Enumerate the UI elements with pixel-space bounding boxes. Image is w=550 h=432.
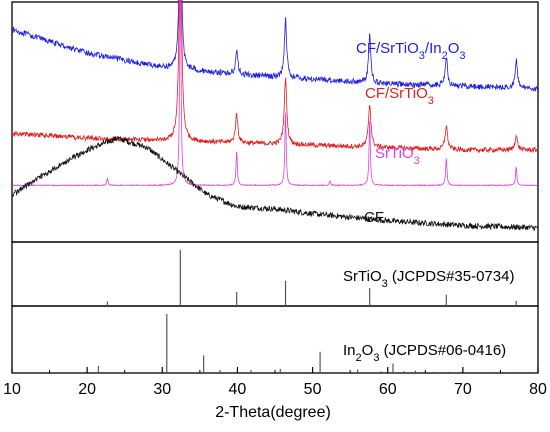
x-axis: 10 20 30 40 50 60 70 80 [3,367,547,398]
series-label-1: CF/SrTiO3/In2O3 [356,40,466,62]
series-line-3 [11,0,538,187]
series-label-3: SrTiO3 [375,145,420,167]
x-tick-label: 10 [3,381,21,398]
series-label-4: CF [364,209,384,226]
x-tick-label: 30 [153,381,171,398]
panel-frame-3 [11,305,539,374]
x-tick-label: 80 [529,381,547,398]
x-axis-label: 2-Theta(degree) [215,404,331,421]
reference-label-1: SrTiO3 (JCPDS#35-0734) [343,268,514,290]
x-tick-label: 40 [229,381,247,398]
series-line-4 [11,135,538,232]
series-line-2 [11,0,539,154]
x-tick-label: 20 [78,381,96,398]
x-tick-label: 50 [304,381,322,398]
chart-panels: CF/SrTiO3/In2O3 CF/SrTiO3 SrTiO3 CF SrTiO3 (… [11,0,539,374]
panel-frame-1 [11,1,539,243]
reference-label-2: In2O3 (JCPDS#06-0416) [343,342,506,364]
series-label-2: CF/SrTiO3 [365,85,434,107]
x-tick-label: 70 [454,381,472,398]
x-tick-label: 60 [379,381,397,398]
series-line-1 [11,0,539,92]
